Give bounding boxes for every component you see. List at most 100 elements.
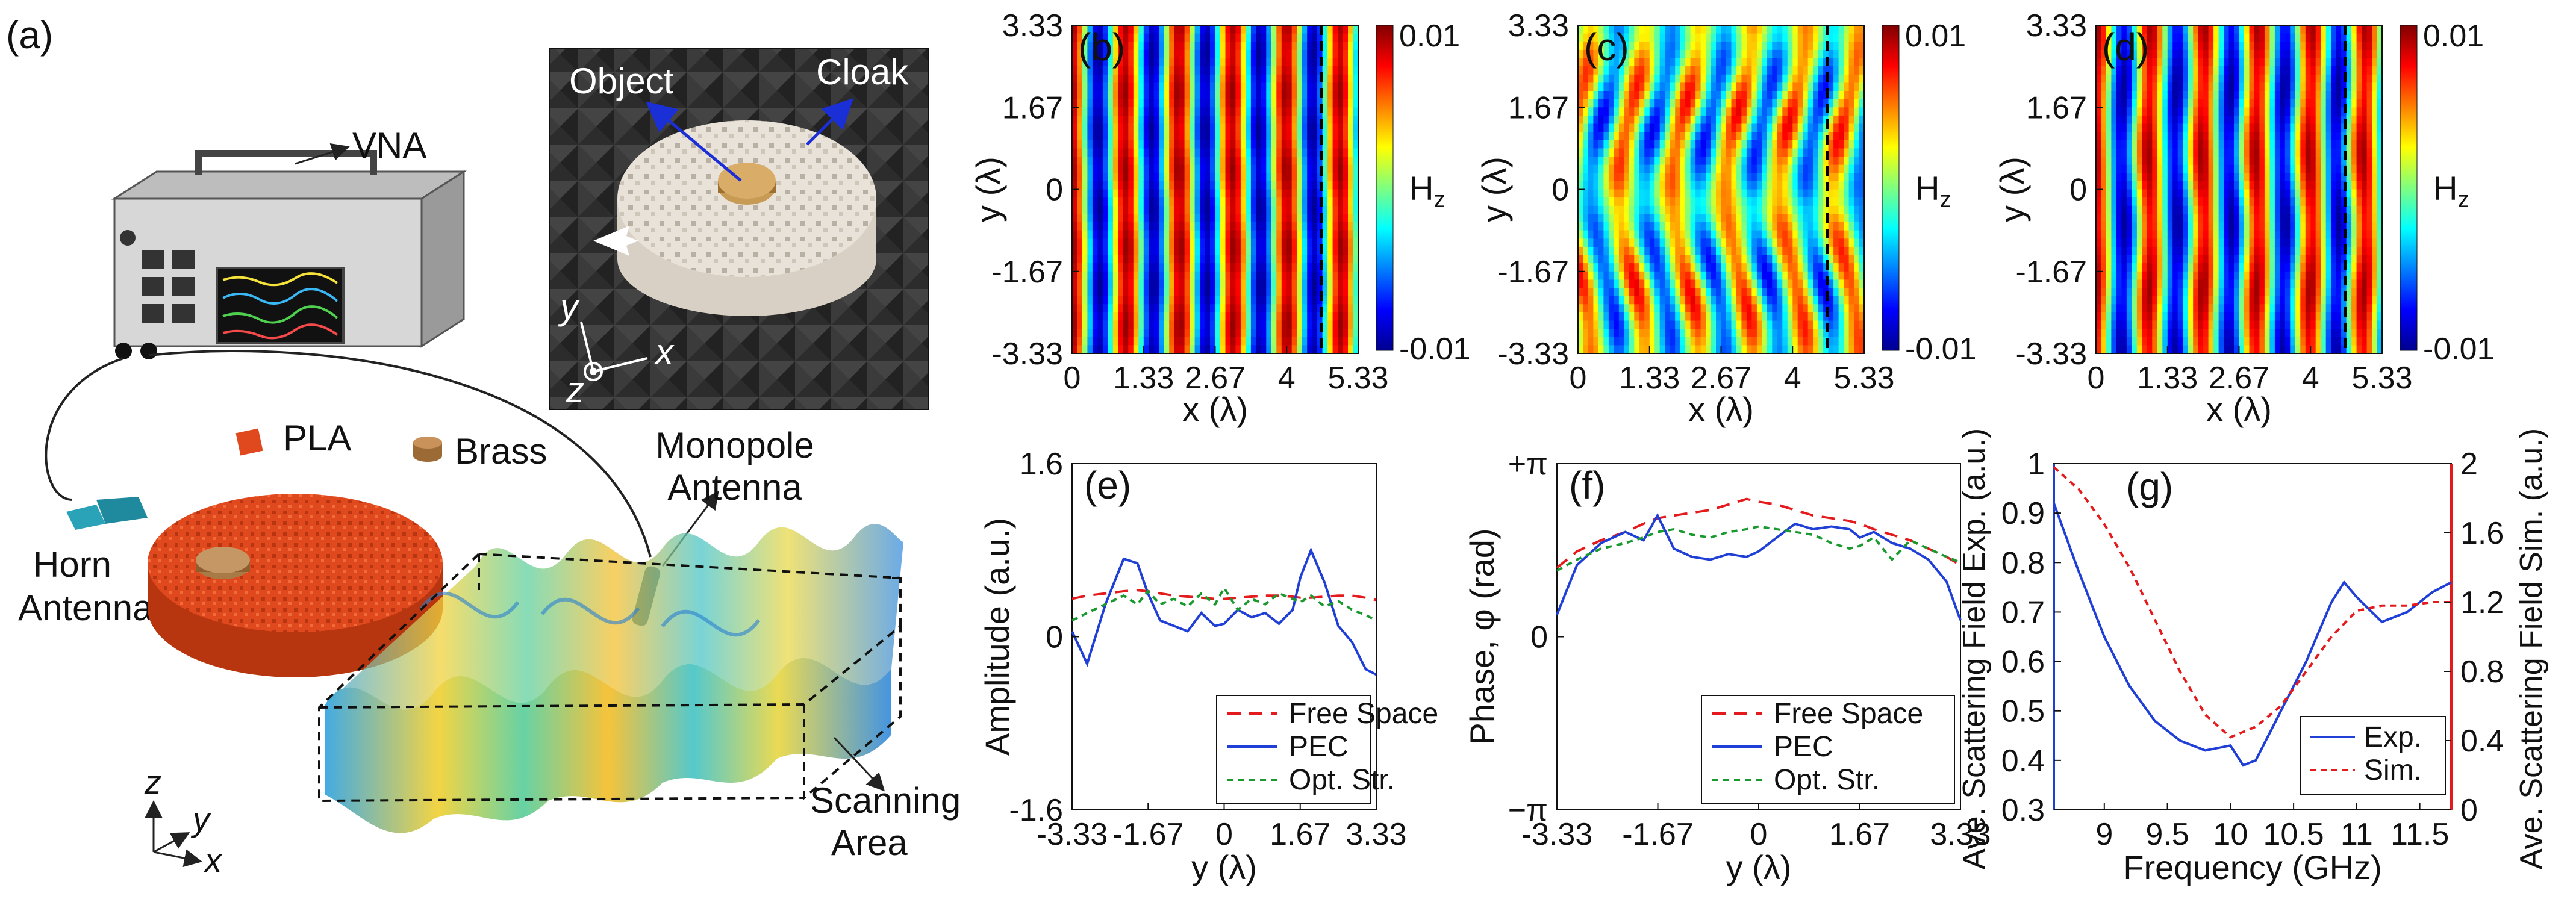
heatmap-cell [1659, 66, 1665, 75]
heatmap-cell [1271, 263, 1277, 272]
heatmap-cell [1291, 148, 1297, 157]
heatmap-cell [1859, 42, 1865, 51]
heatmap-cell [1854, 271, 1860, 281]
heatmap-cell [1608, 263, 1615, 272]
heatmap-cell [1343, 189, 1349, 198]
heatmap-cell [1614, 230, 1620, 239]
heatmap-cell [1792, 296, 1798, 305]
heatmap-cell [1828, 288, 1834, 297]
heatmap-cell [1844, 148, 1850, 157]
heatmap-cell [2101, 25, 2107, 34]
heatmap-cell [1624, 33, 1630, 42]
heatmap-cell [1782, 173, 1788, 182]
heatmap-cell [1726, 296, 1732, 305]
heatmap-cell [1762, 230, 1768, 239]
heatmap-cell [1215, 107, 1221, 116]
heatmap-cell [1787, 320, 1794, 329]
heatmap-cell [1803, 304, 1809, 313]
heatmap-cell [1767, 320, 1773, 329]
photo-inset: Object Cloak y x z [549, 48, 929, 410]
heatmap-cell [1153, 189, 1159, 198]
heatmap-cell [1302, 304, 1308, 313]
heatmap-cell [1235, 214, 1241, 223]
heatmap-cell [1716, 58, 1722, 67]
heatmap-cell [1128, 296, 1134, 305]
heatmap-cell [1302, 312, 1308, 322]
scanning-label-1: Scanning [810, 780, 961, 821]
heatmap-cell [1179, 238, 1185, 247]
heatmap-cell [1782, 164, 1788, 173]
heatmap-cell [1833, 230, 1839, 239]
heatmap-cell [1261, 230, 1267, 239]
heatmap-cell [1302, 329, 1308, 338]
heatmap-cell [1690, 263, 1696, 272]
axes-triad-a [145, 800, 202, 868]
heatmap-cell [2136, 107, 2143, 116]
heatmap-cell [2096, 25, 2102, 34]
heatmap-cell [1665, 164, 1671, 173]
heatmap-cell [1844, 173, 1850, 182]
heatmap-cell [1353, 189, 1359, 198]
heatmap-cell [1629, 345, 1635, 354]
heatmap-cell [1854, 173, 1860, 182]
heatmap-cell [1618, 99, 1625, 108]
heatmap-cell [1797, 33, 1803, 42]
heatmap-cell [1741, 304, 1747, 313]
heatmap-cell [1092, 304, 1099, 313]
heatmap-cell [1297, 140, 1303, 149]
heatmap-cell [1813, 99, 1819, 108]
heatmap-cell [1787, 148, 1794, 157]
heatmap-cell [1803, 66, 1809, 75]
heatmap-cell [1721, 25, 1727, 34]
heatmap-cell [1153, 222, 1159, 231]
heatmap-cell [1235, 181, 1241, 190]
heatmap-cell [2126, 271, 2133, 281]
heatmap-cell [1721, 148, 1727, 157]
heatmap-cell [1782, 58, 1788, 67]
heatmap-cell [2121, 33, 2127, 42]
heatmap-cell [1194, 214, 1200, 223]
heatmap-cell [1629, 337, 1635, 346]
heatmap-cell [1813, 230, 1819, 239]
heatmap-cell [1711, 312, 1717, 322]
heatmap-cell [1695, 33, 1701, 42]
heatmap-cell [1792, 74, 1798, 84]
heatmap-cell [2142, 271, 2148, 281]
heatmap-cell [1297, 42, 1303, 51]
heatmap-cell [1593, 91, 1599, 100]
heatmap-cell [1169, 115, 1175, 125]
heatmap-cell [1854, 164, 1860, 173]
heatmap-cell [2116, 33, 2122, 42]
heatmap-cell [1751, 42, 1757, 51]
heatmap-cell [1859, 312, 1865, 322]
heatmap-cell [1603, 320, 1609, 329]
heatmap-cell [1123, 58, 1129, 67]
heatmap-cell [1256, 66, 1262, 75]
heatmap-cell [1200, 132, 1206, 141]
heatmap-cell [1317, 49, 1323, 59]
heatmap-cell [1634, 123, 1640, 132]
heatmap-cell [1087, 164, 1093, 173]
heatmap-cell [1077, 25, 1083, 34]
heatmap-cell [1112, 214, 1119, 223]
heatmap-cell [1721, 91, 1727, 100]
heatmap-cell [1256, 164, 1262, 173]
heatmap-cell [1807, 271, 1813, 281]
heatmap-cell [1654, 230, 1661, 239]
heatmap-cell [1772, 288, 1778, 297]
heatmap-cell [1322, 345, 1328, 354]
heatmap-cell [1654, 189, 1661, 198]
heatmap-cell [1215, 58, 1221, 67]
heatmap-cell [1777, 132, 1783, 141]
heatmap-cell [1782, 312, 1788, 322]
heatmap-cell [1680, 42, 1686, 51]
heatmap-cell [1123, 82, 1129, 92]
heatmap-cell [2136, 329, 2143, 338]
heatmap-cell [1670, 288, 1676, 297]
heatmap-cell [1112, 189, 1119, 198]
heatmap-cell [1787, 345, 1794, 354]
heatmap-cell [1700, 279, 1706, 288]
heatmap-cell [1833, 148, 1839, 157]
heatmap-cell [1598, 329, 1605, 338]
heatmap-cell [1608, 255, 1615, 264]
